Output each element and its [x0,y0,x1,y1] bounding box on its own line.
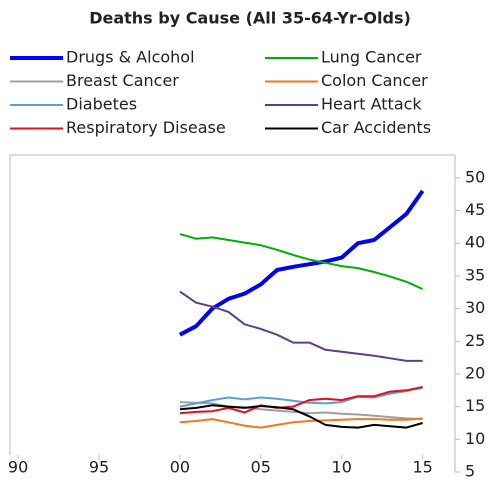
y-tick-label: 5 [465,462,475,481]
x-tick-label: 95 [89,458,109,477]
legend-label: Drugs & Alcohol [66,48,195,67]
y-tick-label: 10 [465,429,485,448]
series-line [179,386,423,415]
legend-label: Diabetes [66,95,137,114]
y-tick-label: 20 [465,363,485,382]
series-line [178,189,425,337]
series-line [179,386,423,408]
y-tick-label: 45 [465,200,485,219]
x-tick-label: 15 [412,458,432,477]
x-tick-label: 05 [251,458,271,477]
x-tick-label: 10 [332,458,352,477]
legend-label: Colon Cancer [321,71,428,90]
x-tick-label: 00 [170,458,190,477]
series-line [179,290,423,362]
y-tick-label: 25 [465,331,485,350]
y-tick-label: 35 [465,265,485,284]
chart-title: Deaths by Cause (All 35-64-Yr-Olds) [89,9,411,28]
y-tick-label: 50 [465,167,485,186]
legend-label: Heart Attack [321,95,422,114]
series-line [179,404,423,429]
legend-label: Breast Cancer [66,71,179,90]
legend-label: Respiratory Disease [66,118,226,137]
y-tick-label: 15 [465,396,485,415]
series-line [179,233,424,290]
legend-label: Car Accidents [321,118,431,137]
y-tick-label: 40 [465,233,485,252]
legend-label: Lung Cancer [321,48,422,67]
x-tick-label: 90 [8,458,28,477]
y-tick-label: 30 [465,298,485,317]
series-line [179,417,423,429]
